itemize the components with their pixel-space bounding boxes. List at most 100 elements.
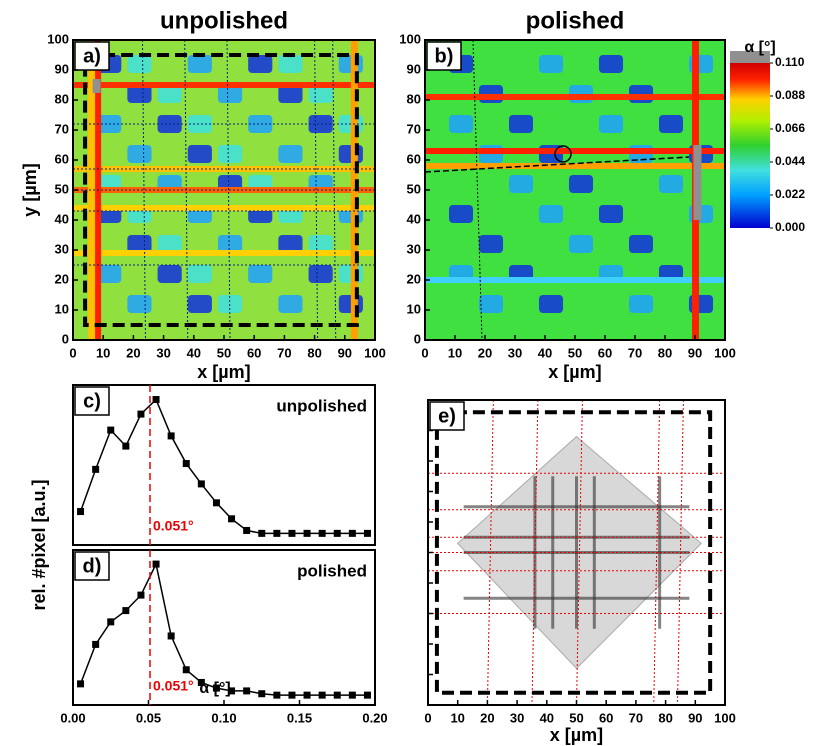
- red-grid: [486, 399, 494, 706]
- x-tick-label: 10: [96, 345, 110, 360]
- point: [107, 426, 115, 434]
- x-tick-label: 0: [424, 710, 431, 725]
- y-tick-label: 20: [407, 271, 421, 286]
- heat-patch: [278, 295, 303, 313]
- heat-band: [73, 205, 375, 211]
- panel-title: polished: [297, 561, 367, 580]
- x-tick-label: 100: [714, 345, 736, 360]
- y-tick-label: 40: [407, 211, 421, 226]
- y-tick-label: 90: [55, 61, 69, 76]
- heat-patch: [509, 115, 533, 133]
- point: [152, 560, 160, 568]
- x-tick-label: 40: [187, 345, 201, 360]
- x-tick-label: 10: [450, 710, 464, 725]
- heat-patch: [187, 265, 212, 283]
- heat-patch: [659, 175, 683, 193]
- point: [137, 591, 145, 599]
- heat-band: [425, 94, 725, 100]
- colorbar-title: α [°]: [744, 39, 775, 56]
- chart-title: polished: [526, 7, 625, 34]
- y-tick-label: 0: [414, 331, 421, 346]
- point: [258, 529, 266, 537]
- point: [288, 691, 296, 699]
- heat-patch: [308, 115, 333, 133]
- y-tick-label: 80: [55, 91, 69, 106]
- x-tick-label: 0.05: [136, 710, 161, 725]
- colorbar-tick-label: 0.088: [775, 88, 805, 102]
- panel-label: e): [438, 405, 456, 427]
- y-axis-label: y [µm]: [20, 163, 40, 216]
- point: [228, 515, 236, 523]
- y-tick-label: 80: [407, 91, 421, 106]
- point: [212, 684, 220, 692]
- point: [273, 691, 281, 699]
- panel-label: c): [83, 390, 101, 412]
- plot-frame: [72, 384, 376, 546]
- dash-box: [83, 53, 359, 327]
- heat-patch: [449, 115, 473, 133]
- x-tick-label: 90: [338, 345, 352, 360]
- point: [122, 607, 130, 615]
- point: [258, 690, 266, 698]
- point: [273, 529, 281, 537]
- y-tick-label: 90: [407, 61, 421, 76]
- heat-patch: [479, 235, 503, 253]
- y-tick-label: 70: [55, 121, 69, 136]
- red-grid: [531, 399, 539, 706]
- x-tick-label: 100: [364, 345, 386, 360]
- heat-patch: [629, 235, 653, 253]
- x-tick-label: 30: [508, 345, 522, 360]
- heat-patch: [217, 235, 243, 253]
- heat-patch: [308, 265, 333, 283]
- x-tick-label: 20: [478, 345, 492, 360]
- panel-label-box: [429, 401, 465, 431]
- point: [333, 529, 341, 537]
- x-tick-label: 60: [599, 710, 613, 725]
- point: [348, 691, 356, 699]
- x-tick-label: 0: [421, 345, 428, 360]
- point: [197, 678, 205, 686]
- heat-patch: [187, 145, 212, 163]
- circle-mark: [554, 145, 572, 163]
- chart-title: unpolished: [160, 7, 288, 34]
- x-tick-label: 60: [247, 345, 261, 360]
- y-tick-label: 60: [407, 151, 421, 166]
- heat-patch: [217, 145, 243, 163]
- line: [79, 398, 368, 535]
- x-axis-label: x [µm]: [548, 362, 601, 382]
- heat-band: [425, 277, 725, 283]
- heat-band: [73, 166, 375, 172]
- x-tick-label: 50: [217, 345, 231, 360]
- y-tick-label: 0: [62, 331, 69, 346]
- heat-patch: [629, 295, 653, 313]
- x-tick-label: 30: [510, 710, 524, 725]
- colorbar-tick-label: 0.066: [775, 121, 805, 135]
- x-axis-label: x [µm]: [550, 725, 603, 745]
- point: [167, 432, 175, 440]
- heat-patch: [127, 295, 152, 313]
- colorbar-tick-label: 0.000: [775, 220, 805, 234]
- x-tick-label: 90: [688, 710, 702, 725]
- x-tick-label: 80: [658, 345, 672, 360]
- point: [182, 460, 190, 468]
- x-tick-label: 30: [156, 345, 170, 360]
- panel-label-box: [426, 41, 462, 71]
- x-tick-label: 60: [598, 345, 612, 360]
- heat-patch: [659, 115, 683, 133]
- point: [77, 508, 85, 516]
- x-tick-label: 0.10: [211, 710, 236, 725]
- x-axis-label: x [µm]: [197, 362, 250, 382]
- point: [92, 640, 100, 648]
- heatmap-image: [73, 40, 375, 340]
- red-grid: [576, 399, 583, 706]
- x-tick-label: 80: [307, 345, 321, 360]
- x-tick-label: 50: [568, 345, 582, 360]
- y-tick-label: 30: [407, 241, 421, 256]
- dash-box: [434, 410, 713, 695]
- x-tick-label: 90: [688, 345, 702, 360]
- panel-label: b): [435, 45, 454, 67]
- heat-patch: [157, 235, 182, 253]
- point: [197, 480, 205, 488]
- x-tick-label: 10: [448, 345, 462, 360]
